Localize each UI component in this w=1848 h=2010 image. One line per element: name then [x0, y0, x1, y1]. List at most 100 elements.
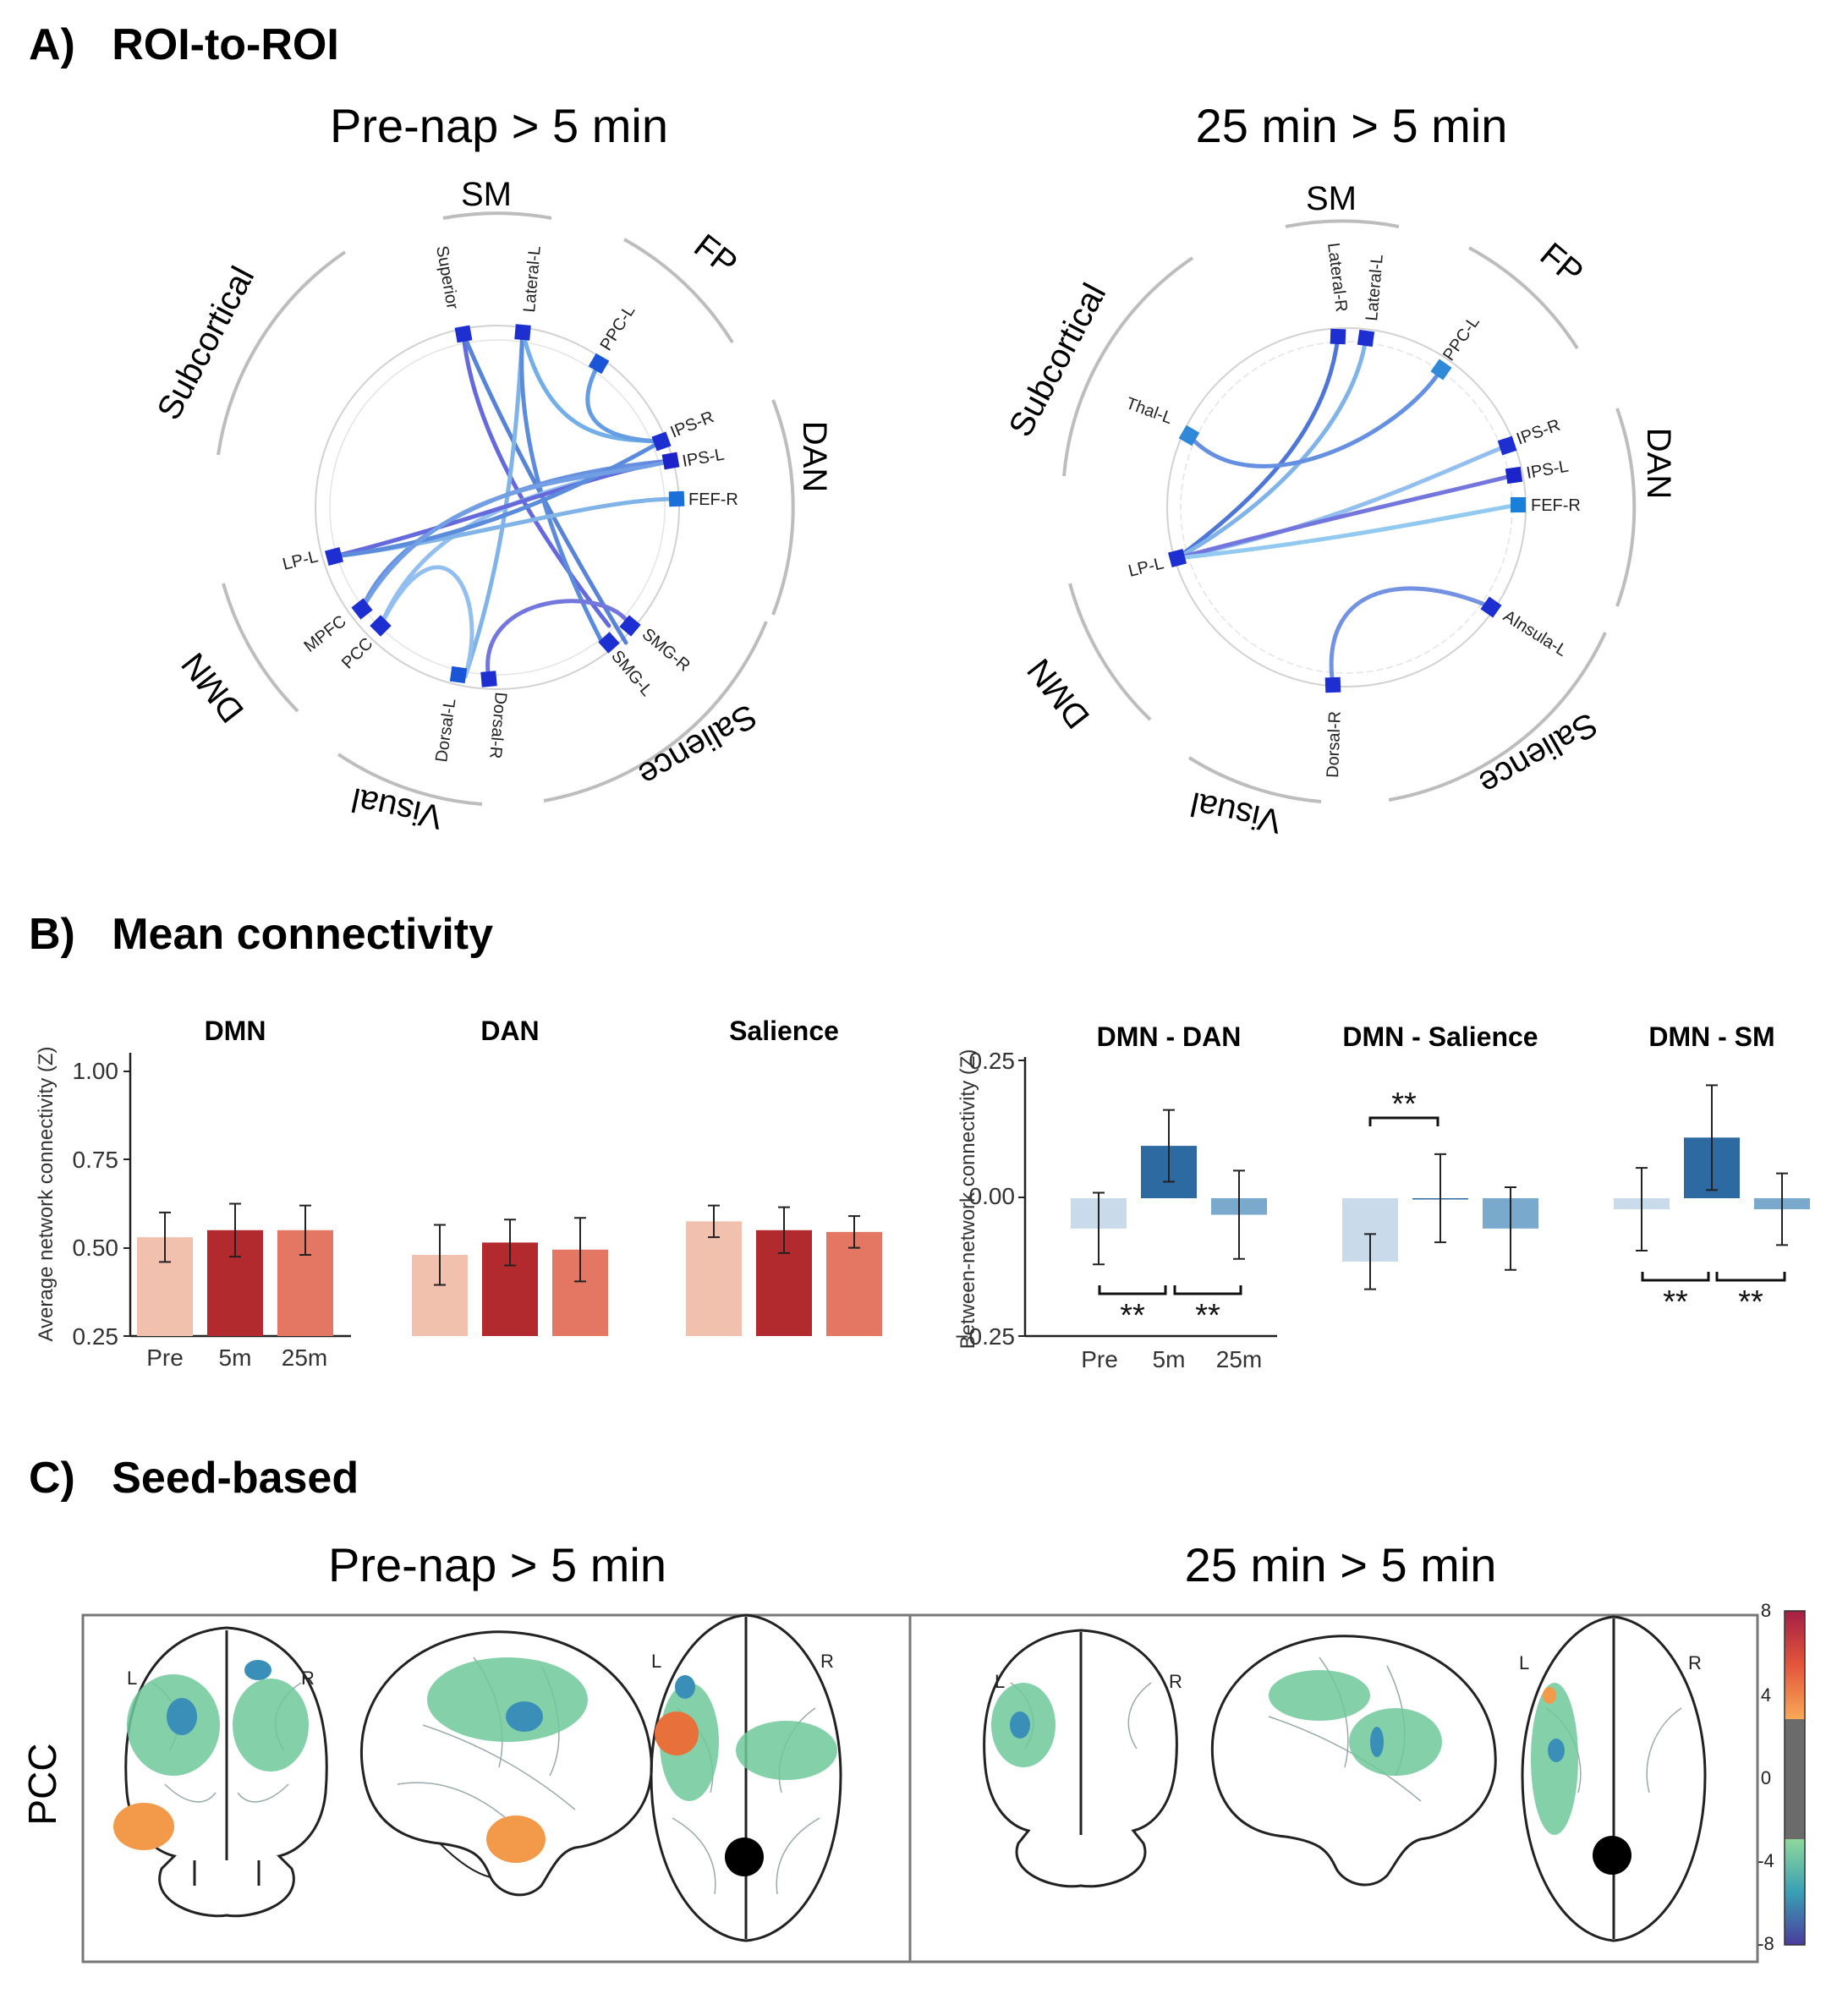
activation-left: [113, 1657, 837, 1863]
group-title-dmn-sm: DMN - SM: [1648, 1021, 1774, 1052]
cbar-tick-8: 8: [1761, 1600, 1771, 1621]
cbar-tick-m4: -4: [1758, 1850, 1774, 1871]
group-title-dmn-dan: DMN - DAN: [1097, 1021, 1242, 1052]
group-title-salience: Salience: [729, 1016, 839, 1046]
chord-left-group-fp: FP: [687, 227, 743, 283]
node-lateral-l: [514, 324, 531, 341]
label-lateral-l: Lateral-L: [520, 245, 545, 314]
xtick-25m-b: 25m: [1216, 1346, 1262, 1372]
ytick-1: 1.00: [73, 1058, 119, 1084]
node-ppc-l: [588, 353, 610, 375]
errorbar-dmn-sm-5m: [1706, 1084, 1718, 1191]
errorbar-dmn-salience-5m: [1434, 1153, 1446, 1244]
node-smg-r: [619, 615, 641, 637]
node-ainsula-l: [1480, 596, 1502, 618]
colorbar-ticks: 8 4 0 -4 -8: [1758, 1600, 1774, 1954]
errorbar-dmn-salience-pre: [1364, 1233, 1376, 1290]
chord-left-group-dmn: DMN: [174, 646, 251, 730]
label-lp-l-r: LP-L: [1127, 554, 1165, 581]
label-ips-r: IPS-R: [668, 408, 717, 441]
errorbar-dmn-25m: [299, 1204, 311, 1257]
errorbar-dmn-sm-pre: [1636, 1167, 1648, 1251]
cbar-tick-m8: -8: [1758, 1933, 1774, 1954]
errorbar-dmn-salience-25m: [1505, 1186, 1516, 1271]
chord-right-group-arcs: [1062, 219, 1637, 803]
label-mpfc: MPFC: [301, 612, 350, 656]
chord-left-group-sm: SM: [461, 176, 512, 213]
sig-dmn-dan-pre-5m: **: [1120, 1298, 1145, 1334]
chord-right-group-dmn: DMN: [1020, 652, 1097, 736]
node-dorsal-r-r: [1324, 676, 1341, 693]
chart-between-yticks: 0.25 0.00 −0.25: [955, 1048, 1015, 1350]
label-thal-l: Thal-L: [1123, 394, 1175, 428]
panel-c: C) Seed-based Pre-nap > 5 min 25 min > 5…: [20, 1454, 1806, 1963]
errorbar-dmn-5m: [229, 1202, 241, 1258]
panel-c-heading: C) Seed-based: [29, 1454, 359, 1503]
chord-left: Pre-nap > 5 min SM FP DAN Salience Visua…: [151, 99, 833, 835]
node-ips-r: [651, 431, 672, 452]
ytick-075: 0.75: [73, 1147, 119, 1173]
ytick-025n: −0.25: [955, 1323, 1015, 1350]
orient-l-3: L: [995, 1671, 1005, 1692]
chart-between-bars: [1071, 1084, 1810, 1290]
panel-a-heading: A) ROI-to-ROI: [29, 20, 339, 69]
node-lateral-l-r: [1357, 329, 1375, 348]
ytick-025: 0.25: [73, 1323, 119, 1350]
xtick-pre-b: Pre: [1081, 1346, 1118, 1372]
brain-set-left: L R L R: [113, 1613, 842, 1942]
chart-network-frame: Average network connectivity (Z) 1.00 0.…: [35, 1016, 882, 1371]
bar-salience-25m: [826, 1231, 882, 1336]
sig-dmn-sm-5m-25m: **: [1738, 1284, 1763, 1320]
chart-between-group-titles: DMN - DAN DMN - Salience DMN - SM: [1097, 1021, 1775, 1052]
chord-left-group-subcortical: Subcortical: [151, 260, 262, 425]
label-smg-r: SMG-R: [639, 625, 694, 676]
chord-right-group-sm: SM: [1306, 180, 1357, 217]
orient-l-2: L: [651, 1651, 661, 1672]
chord-right-links: [1175, 334, 1521, 687]
errorbar-dmn-pre: [159, 1211, 171, 1263]
node-ips-l-r: [1505, 466, 1523, 485]
chord-right-group-dan: DAN: [1640, 428, 1677, 499]
chart-network-group-titles: DMN DAN Salience: [205, 1016, 839, 1046]
colorbar: 8 4 0 -4 -8: [1758, 1600, 1806, 1954]
label-ips-l-r: IPS-L: [1525, 457, 1570, 483]
errorbar-dan-25m: [574, 1217, 586, 1283]
node-ips-l: [661, 452, 680, 470]
seed-marker-right: [1593, 1836, 1631, 1875]
sig-dmn-salience-pre-5m: **: [1391, 1087, 1417, 1122]
chart-between-xticks: Pre 5m 25m: [1081, 1346, 1262, 1372]
panel-b: B) Mean connectivity Average network con…: [29, 910, 1810, 1372]
chart-network-xticks: Pre 5m 25m: [146, 1345, 327, 1371]
label-ppc-l: PPC-L: [597, 302, 639, 354]
xtick-5m-b: 5m: [1153, 1346, 1186, 1372]
cbar-tick-0: 0: [1761, 1767, 1771, 1788]
errorbar-dmn-sm-25m: [1776, 1172, 1788, 1246]
node-ips-r-r: [1497, 435, 1517, 456]
chord-right: 25 min > 5 min SM FP DAN Salience Visual…: [1002, 99, 1677, 840]
seed-label: PCC: [20, 1743, 64, 1825]
brain-set-right: L R L R: [983, 1615, 1707, 1942]
errorbar-dmn-dan-25m: [1233, 1169, 1245, 1260]
chord-left-title: Pre-nap > 5 min: [330, 99, 668, 152]
label-superior: Superior: [432, 244, 462, 311]
group-title-dmn-salience: DMN - Salience: [1342, 1021, 1538, 1052]
node-fef-r: [668, 490, 685, 507]
label-dorsal-l: Dorsal-L: [432, 698, 459, 764]
errorbar-dan-pre: [434, 1224, 446, 1286]
chart-network-bars: [137, 1202, 882, 1336]
ytick-05: 0.50: [73, 1235, 119, 1261]
label-ainsula-l: AInsula-L: [1500, 607, 1570, 660]
label-lateral-r: Lateral-R: [1324, 242, 1351, 313]
xtick-pre: Pre: [146, 1345, 184, 1371]
group-title-dmn: DMN: [205, 1016, 266, 1046]
label-ips-l: IPS-L: [681, 446, 726, 471]
ytick-0: 0.00: [969, 1183, 1016, 1209]
chart-between-frame: Between-network connectivity (Z) 0.25 0.…: [955, 1021, 1810, 1372]
chord-right-group-fp: FP: [1533, 236, 1590, 293]
chord-left-group-dan: DAN: [796, 421, 833, 492]
activation-right: [991, 1670, 1578, 1835]
orient-r-4: R: [1688, 1652, 1702, 1673]
chord-left-links: [332, 330, 679, 682]
label-lp-l: LP-L: [281, 547, 320, 574]
